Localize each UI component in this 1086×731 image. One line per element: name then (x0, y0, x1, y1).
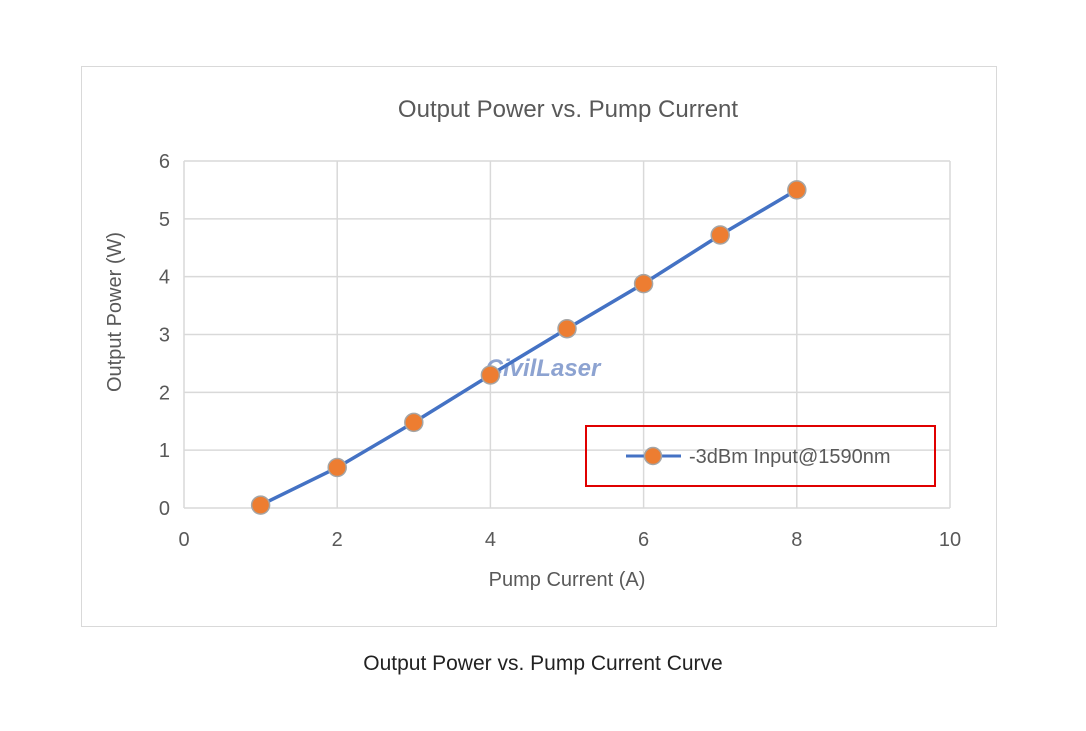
figure-caption: Output Power vs. Pump Current Curve (363, 652, 723, 675)
y-tick-label: 1 (159, 440, 170, 462)
chart-svg: Output Power vs. Pump Current 0 1 2 3 4 5 6 0 2 4… (104, 96, 961, 591)
data-point (787, 180, 807, 200)
data-point (557, 318, 577, 339)
y-tick-label: 4 (159, 267, 170, 289)
tick-labels: 0 1 2 3 4 5 6 0 2 4 6 8 10 (159, 151, 961, 551)
y-tick-label: 0 (159, 498, 170, 520)
x-tick-label: 6 (638, 529, 649, 551)
chart-title: Output Power vs. Pump Current (398, 96, 738, 123)
x-tick-label: 10 (939, 529, 961, 551)
data-point (710, 225, 730, 245)
legend-series-label: -3dBm Input@1590nm (689, 446, 891, 468)
legend: -3dBm Input@1590nm (585, 425, 936, 487)
data-point (327, 457, 347, 478)
watermark-logo: CivilLaser (486, 355, 602, 382)
y-tick-label: 3 (159, 325, 170, 347)
y-tick-label: 6 (159, 151, 170, 173)
y-axis-label: Output Power (W) (104, 232, 126, 392)
x-axis-label: Pump Current (A) (489, 569, 646, 591)
x-tick-label: 2 (332, 529, 343, 551)
y-tick-label: 5 (159, 209, 170, 231)
grid-layer (183, 160, 951, 509)
x-tick-label: 4 (485, 529, 496, 551)
series-line (258, 188, 799, 507)
y-tick-label: 2 (159, 382, 170, 404)
legend-highlight-box (585, 425, 936, 487)
legend-series-marker (643, 446, 663, 466)
series-layer (250, 180, 807, 515)
data-point (633, 273, 654, 294)
data-point (480, 365, 501, 385)
x-tick-label: 8 (791, 529, 802, 551)
chart-frame: Output Power vs. Pump Current 0 1 2 3 4 5 6 0 2 4… (81, 66, 997, 627)
data-point (404, 412, 424, 433)
x-tick-label: 0 (178, 529, 189, 551)
data-point (250, 495, 271, 515)
